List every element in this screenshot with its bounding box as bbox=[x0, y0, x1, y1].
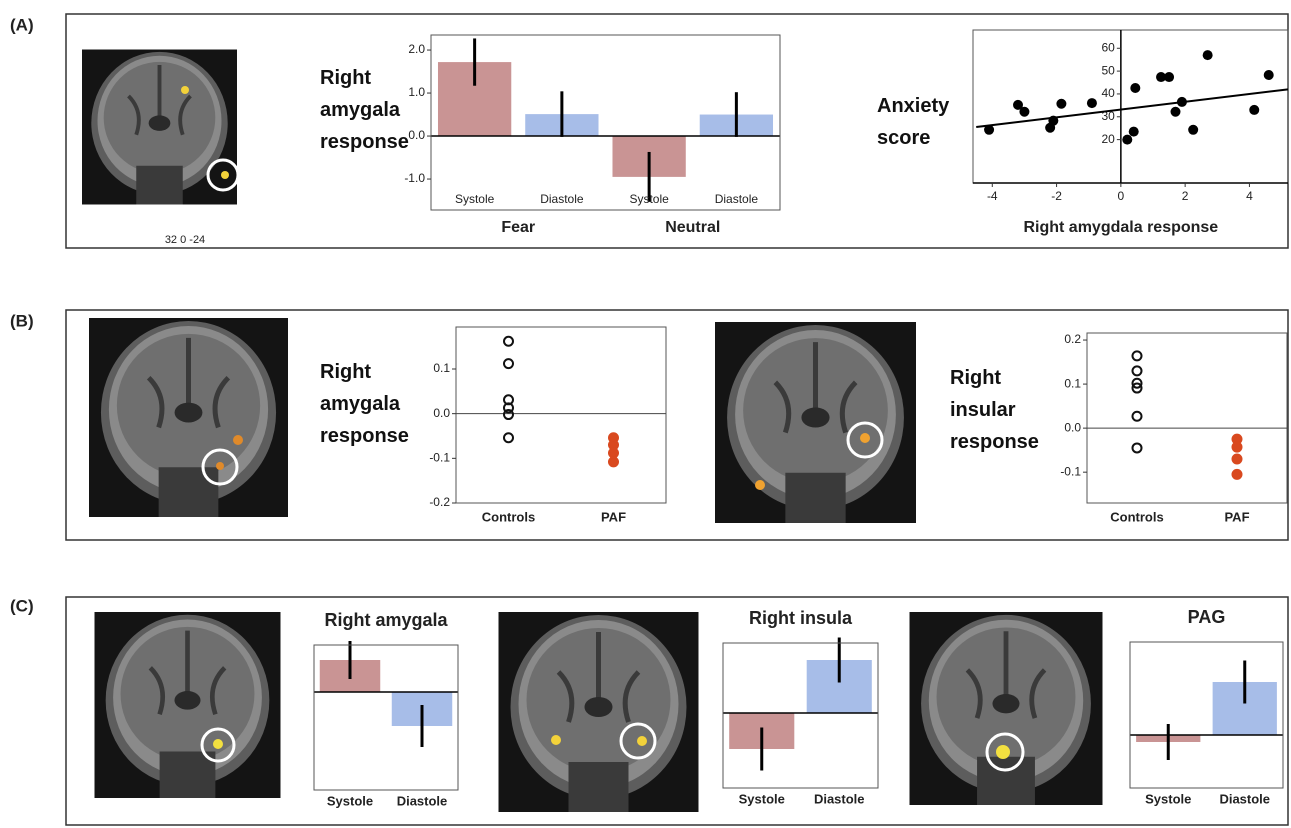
y-axis-label: Right amygala response bbox=[320, 356, 432, 452]
y-tick-label: 0.1 bbox=[1064, 376, 1081, 390]
plot-frame bbox=[1087, 333, 1287, 503]
data-point bbox=[1177, 97, 1187, 107]
x-tick-label: -4 bbox=[987, 189, 998, 203]
data-point bbox=[1133, 366, 1142, 375]
data-point bbox=[504, 337, 513, 346]
panel-label: (B) bbox=[10, 311, 34, 330]
chart-title: PAG bbox=[1188, 607, 1226, 627]
image-caption: 32 0 -24 bbox=[165, 234, 205, 246]
y-tick-label: 0.0 bbox=[433, 406, 450, 420]
y-tick-label: 2.0 bbox=[408, 42, 425, 56]
data-point bbox=[1188, 125, 1198, 135]
y-tick-label: 40 bbox=[1101, 86, 1115, 100]
y-tick-label: 60 bbox=[1101, 40, 1115, 54]
panel-label: (C) bbox=[10, 596, 34, 615]
x-tick-label: Systole bbox=[629, 192, 669, 206]
chart-title: Right insula bbox=[749, 608, 853, 628]
data-point bbox=[1233, 470, 1242, 479]
x-tick-label: Systole bbox=[739, 791, 785, 806]
data-point bbox=[504, 433, 513, 442]
x-tick-label: Systole bbox=[327, 793, 373, 808]
x-tick-label: -2 bbox=[1051, 189, 1062, 203]
figure-canvas: (A) (B) (C) 32 0 -24 Systole Diastole Syst… bbox=[0, 0, 1291, 828]
x-tick-label: Systole bbox=[1145, 791, 1191, 806]
data-point bbox=[1233, 454, 1242, 463]
data-point bbox=[1233, 443, 1242, 452]
x-tick-label: Controls bbox=[1110, 509, 1163, 524]
chart-title: Right amygala bbox=[324, 610, 448, 630]
data-point bbox=[609, 457, 618, 466]
data-point bbox=[1087, 98, 1097, 108]
data-point bbox=[1130, 83, 1140, 93]
data-point bbox=[1048, 116, 1058, 126]
y-tick-label: -0.1 bbox=[1060, 464, 1081, 478]
data-point bbox=[1249, 105, 1259, 115]
data-point bbox=[1019, 107, 1029, 117]
y-axis-label: Anxiety score bbox=[877, 90, 989, 154]
data-point bbox=[1056, 99, 1066, 109]
x-tick-label: Diastole bbox=[715, 192, 759, 206]
data-point bbox=[1203, 50, 1213, 60]
x-tick-label: Diastole bbox=[814, 791, 865, 806]
x-tick-label: Diastole bbox=[540, 192, 584, 206]
data-point bbox=[1171, 107, 1181, 117]
x-tick-label: Systole bbox=[455, 192, 495, 206]
data-point bbox=[1264, 70, 1274, 80]
x-tick-label: Controls bbox=[482, 509, 535, 524]
group-label: Fear bbox=[501, 219, 535, 236]
x-tick-label: 4 bbox=[1246, 189, 1253, 203]
y-tick-label: 0.2 bbox=[1064, 332, 1081, 346]
data-point bbox=[1133, 412, 1142, 421]
plot-frame bbox=[456, 327, 666, 503]
x-tick-label: PAF bbox=[1224, 509, 1249, 524]
figure: (A) (B) (C) 32 0 -24 Systole Diastole Syst… bbox=[0, 0, 1291, 828]
x-tick-label: PAF bbox=[601, 509, 626, 524]
panel-label: (A) bbox=[10, 15, 34, 34]
y-tick-label: 50 bbox=[1101, 63, 1115, 77]
group-label: Neutral bbox=[665, 219, 720, 236]
data-point bbox=[504, 359, 513, 368]
data-point bbox=[1129, 127, 1139, 137]
x-axis-label: Right amygdala response bbox=[1023, 219, 1218, 236]
data-point bbox=[1133, 443, 1142, 452]
data-point bbox=[1122, 135, 1132, 145]
data-point bbox=[1133, 351, 1142, 360]
data-point bbox=[609, 448, 618, 457]
y-axis-label: Right amygala response bbox=[320, 62, 432, 158]
y-tick-label: -1.0 bbox=[404, 171, 425, 185]
y-axis-label: Right insular response bbox=[950, 362, 1062, 458]
data-point bbox=[1164, 72, 1174, 82]
y-tick-label: 0.1 bbox=[433, 361, 450, 375]
x-tick-label: 2 bbox=[1182, 189, 1189, 203]
y-tick-label: 20 bbox=[1101, 132, 1115, 146]
x-tick-label: Diastole bbox=[1219, 791, 1270, 806]
x-tick-label: Diastole bbox=[397, 793, 448, 808]
y-tick-label: -0.1 bbox=[429, 451, 450, 465]
y-tick-label: 0.0 bbox=[1064, 420, 1081, 434]
x-tick-label: 0 bbox=[1118, 189, 1125, 203]
y-tick-label: -0.2 bbox=[429, 495, 450, 509]
